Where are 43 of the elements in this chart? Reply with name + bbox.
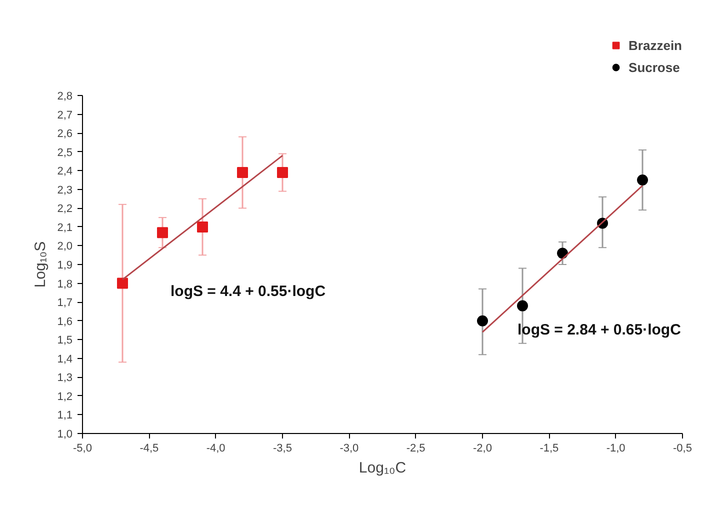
y-tick-label: 2,1: [57, 222, 73, 234]
y-tick-label: 2,4: [57, 166, 73, 178]
y-tick-label: 2,7: [57, 109, 73, 122]
point: [637, 174, 648, 186]
annotation: logS = 2.84 + 0.65·logC: [518, 322, 682, 339]
y-tick-label: 1,1: [57, 410, 73, 422]
y-tick-label: 1,9: [57, 260, 73, 272]
legend-label: Sucrose: [628, 60, 680, 74]
y-tick-label: 1,5: [57, 334, 73, 347]
y-axis-title: Log₁₀S: [32, 241, 50, 288]
y-tick-label: 1,6: [57, 316, 73, 328]
point: [477, 315, 488, 326]
y-tick-label: 1,0: [57, 428, 73, 440]
y-tick-label: 1,3: [57, 372, 73, 384]
y-tick-label: 2,6: [57, 128, 73, 140]
point: [277, 166, 288, 178]
annotation: logS = 4.4 + 0.55·logC: [170, 283, 326, 300]
x-axis-title: Log₁₀C: [358, 460, 406, 476]
x-tick-label: -1,5: [540, 442, 559, 454]
x-tick-label: -3,0: [340, 442, 359, 454]
y-tick-label: 2,3: [57, 184, 73, 196]
legend-label: Brazzein: [628, 38, 682, 52]
x-tick-label: -4,5: [140, 442, 159, 454]
x-tick-label: -4,0: [206, 442, 226, 454]
y-tick-label: 1,2: [57, 390, 73, 403]
y-tick-label: 2,0: [57, 240, 73, 253]
y-tick-label: 2,5: [57, 146, 73, 159]
point: [157, 227, 168, 238]
y-tick-label: 1,8: [57, 278, 73, 290]
y-tick-label: 2,2: [57, 203, 73, 216]
x-tick-label: -1,0: [606, 442, 626, 454]
y-tick-label: 1,7: [57, 297, 73, 310]
x-tick-label: -0,5: [673, 442, 692, 454]
x-tick-label: -2,5: [406, 442, 426, 454]
point: [197, 221, 208, 232]
x-tick-label: -5,0: [73, 442, 92, 454]
point: [117, 278, 128, 289]
y-tick-label: 1,4: [57, 353, 73, 366]
x-tick-label: -3,5: [273, 442, 292, 454]
y-tick-label: 2,8: [57, 90, 73, 102]
x-tick-label: -2,0: [473, 442, 492, 454]
point: [517, 300, 528, 312]
point: [237, 166, 248, 178]
